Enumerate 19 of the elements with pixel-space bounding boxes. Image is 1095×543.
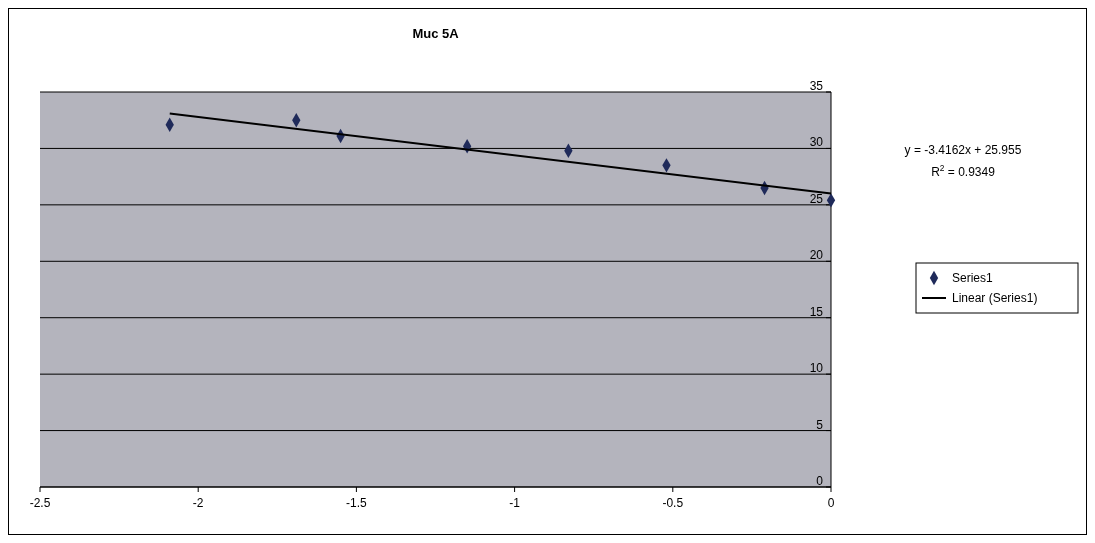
y-tick-label: 25 — [809, 191, 824, 206]
y-tick-label: 30 — [809, 135, 824, 150]
text: y = -3.4162x + 25.955 — [904, 143, 1022, 157]
x-tick-label: -1.5 — [346, 496, 368, 510]
x-tick-label: -0.5 — [662, 496, 684, 510]
text: R$^{2}$ = 0.9349 — [931, 163, 996, 179]
legend-label: Series1 — [952, 271, 994, 285]
x-tick-label: 0 — [827, 496, 835, 510]
x-tick-label: -2.5 — [29, 496, 51, 510]
y-tick-label: 15 — [809, 304, 824, 319]
chart-title: Muc 5A — [412, 26, 460, 41]
y-tick-label: 5 — [816, 417, 824, 432]
y-tick-label: 0 — [816, 474, 824, 488]
y-tick-label: 20 — [809, 248, 824, 263]
y-tick-label: 35 — [809, 79, 824, 93]
x-tick-label: -1 — [509, 496, 521, 510]
y-tick-label: 10 — [809, 361, 824, 376]
x-tick-label: -2 — [192, 496, 204, 510]
legend-label: Linear (Series1) — [952, 291, 1038, 305]
